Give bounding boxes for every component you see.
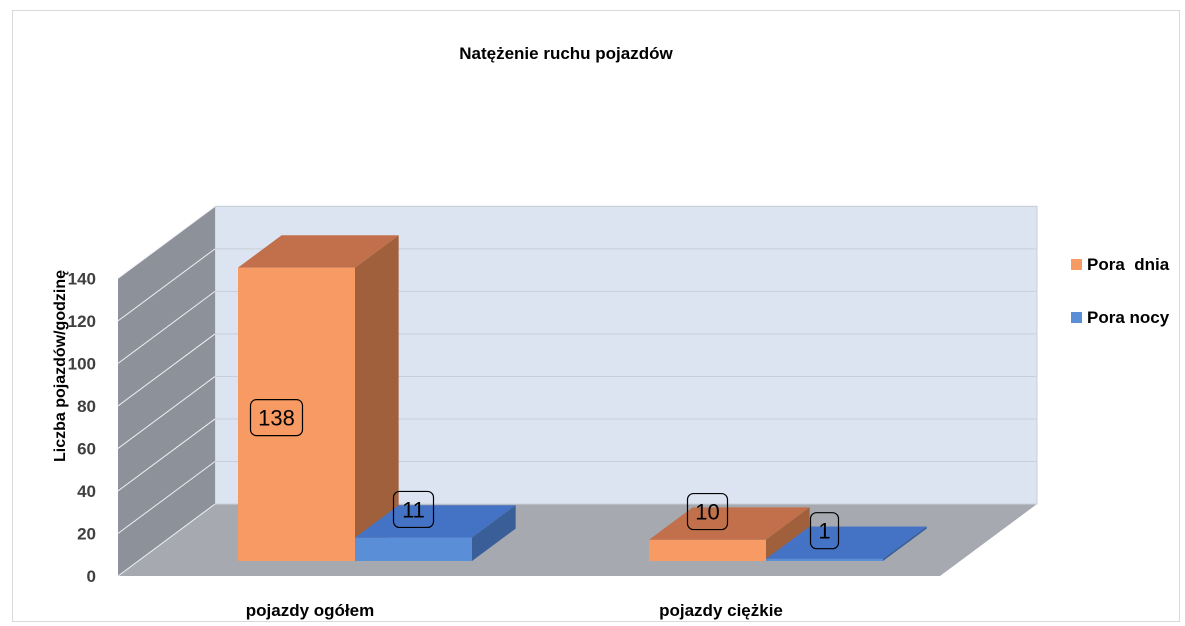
y-tick-label: 100 xyxy=(68,354,96,373)
bar-top xyxy=(355,505,516,538)
gridline-side xyxy=(117,503,216,577)
y-tick-label: 120 xyxy=(68,312,96,331)
y-tick-label: 40 xyxy=(77,482,96,501)
bar-side xyxy=(355,235,399,561)
gridline-side xyxy=(117,205,216,279)
data-label: 138 xyxy=(258,406,295,431)
gridline-side xyxy=(117,418,216,492)
y-tick-label: 80 xyxy=(77,397,96,416)
legend-swatch xyxy=(1071,259,1082,270)
x-category-label: pojazdy ogółem xyxy=(246,601,374,620)
gridline-side xyxy=(117,248,216,322)
chart-labels: Natężenie ruchu pojazdów Liczba pojazdów… xyxy=(52,44,840,620)
legend-swatch xyxy=(1071,312,1082,323)
y-tick-label: 0 xyxy=(87,567,96,586)
legend-label: Pora nocy xyxy=(1087,308,1170,327)
side-wall xyxy=(118,206,215,577)
bar-top xyxy=(766,526,927,559)
bar-front xyxy=(766,558,883,561)
gridline-side xyxy=(117,461,216,534)
bar-side xyxy=(766,507,810,561)
legend: Pora dnia Pora nocy xyxy=(1071,255,1170,327)
gridline-side xyxy=(117,333,216,407)
chart-title: Natężenie ruchu pojazdów xyxy=(459,44,673,63)
gridline-side xyxy=(117,290,216,364)
gridline-side xyxy=(117,376,216,449)
bar-front xyxy=(238,267,355,561)
bar-front xyxy=(355,537,472,561)
y-tick-label: 140 xyxy=(68,269,96,288)
y-tick-label: 20 xyxy=(77,524,96,543)
data-label-box xyxy=(249,399,304,437)
bars xyxy=(238,235,927,561)
bar-top xyxy=(238,235,399,268)
data-label-box xyxy=(809,512,840,550)
y-axis-title: Liczba pojazdów/godzinę xyxy=(52,270,69,462)
bar-front xyxy=(649,539,766,561)
data-label-box xyxy=(392,490,435,529)
bar-top xyxy=(649,507,810,540)
data-label: 1 xyxy=(818,519,830,544)
data-label: 11 xyxy=(402,497,425,522)
data-label-box xyxy=(686,492,729,531)
chart-container: Natężenie ruchu pojazdów Liczba pojazdów… xyxy=(12,10,1180,622)
bar-side xyxy=(883,526,927,561)
data-label: 10 xyxy=(695,500,719,525)
y-tick-label: 60 xyxy=(77,439,96,458)
legend-label: Pora dnia xyxy=(1087,255,1170,274)
chart-svg: Natężenie ruchu pojazdów Liczba pojazdów… xyxy=(52,44,1170,620)
bar-side xyxy=(472,505,516,561)
x-category-label: pojazdy ciężkie xyxy=(659,601,783,620)
